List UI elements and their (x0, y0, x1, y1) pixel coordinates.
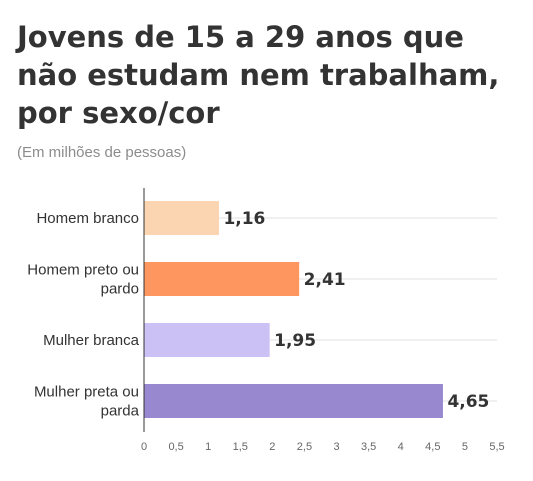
bars (144, 201, 443, 418)
category-label: Mulher preta ou parda (34, 384, 140, 420)
bar (144, 201, 219, 235)
x-tick-label: 5 (462, 441, 468, 453)
x-tick-label: 4 (398, 441, 404, 453)
x-tick-label: 5,5 (489, 441, 504, 453)
x-tick-label: 4,5 (425, 441, 440, 453)
bar (144, 323, 270, 357)
x-tick-label: 2 (269, 441, 275, 453)
x-tick-label: 3 (333, 441, 339, 453)
bar (144, 262, 300, 296)
x-tick-label: 0 (141, 441, 147, 453)
value-label: 1,95 (274, 331, 316, 351)
x-axis-ticks: 0 0,5 1 1,5 2 2,5 3 3,5 4 4,5 5 5,5 (141, 441, 505, 453)
category-label: Mulher branca (43, 332, 140, 349)
gridlines (144, 217, 497, 402)
x-tick-label: 1 (205, 441, 211, 453)
x-tick-label: 3,5 (361, 441, 376, 453)
chart-subtitle: (Em milhões de pessoas) (17, 144, 187, 161)
labels: 1,16 Homem branco 2,41 Homem preto ou pardo 1… (27, 209, 489, 420)
bar (144, 384, 443, 418)
value-label: 2,41 (304, 270, 346, 290)
category-label: Homem branco (36, 210, 139, 227)
chart-title: Jovens de 15 a 29 anos que não estudam n… (17, 20, 500, 130)
x-tick-label: 0,5 (168, 441, 183, 453)
x-tick-label: 2,5 (297, 441, 312, 453)
value-label: 1,16 (223, 209, 265, 229)
x-tick-label: 1,5 (233, 441, 248, 453)
category-label: Homem preto ou pardo (27, 262, 139, 298)
value-label: 4,65 (447, 392, 489, 412)
